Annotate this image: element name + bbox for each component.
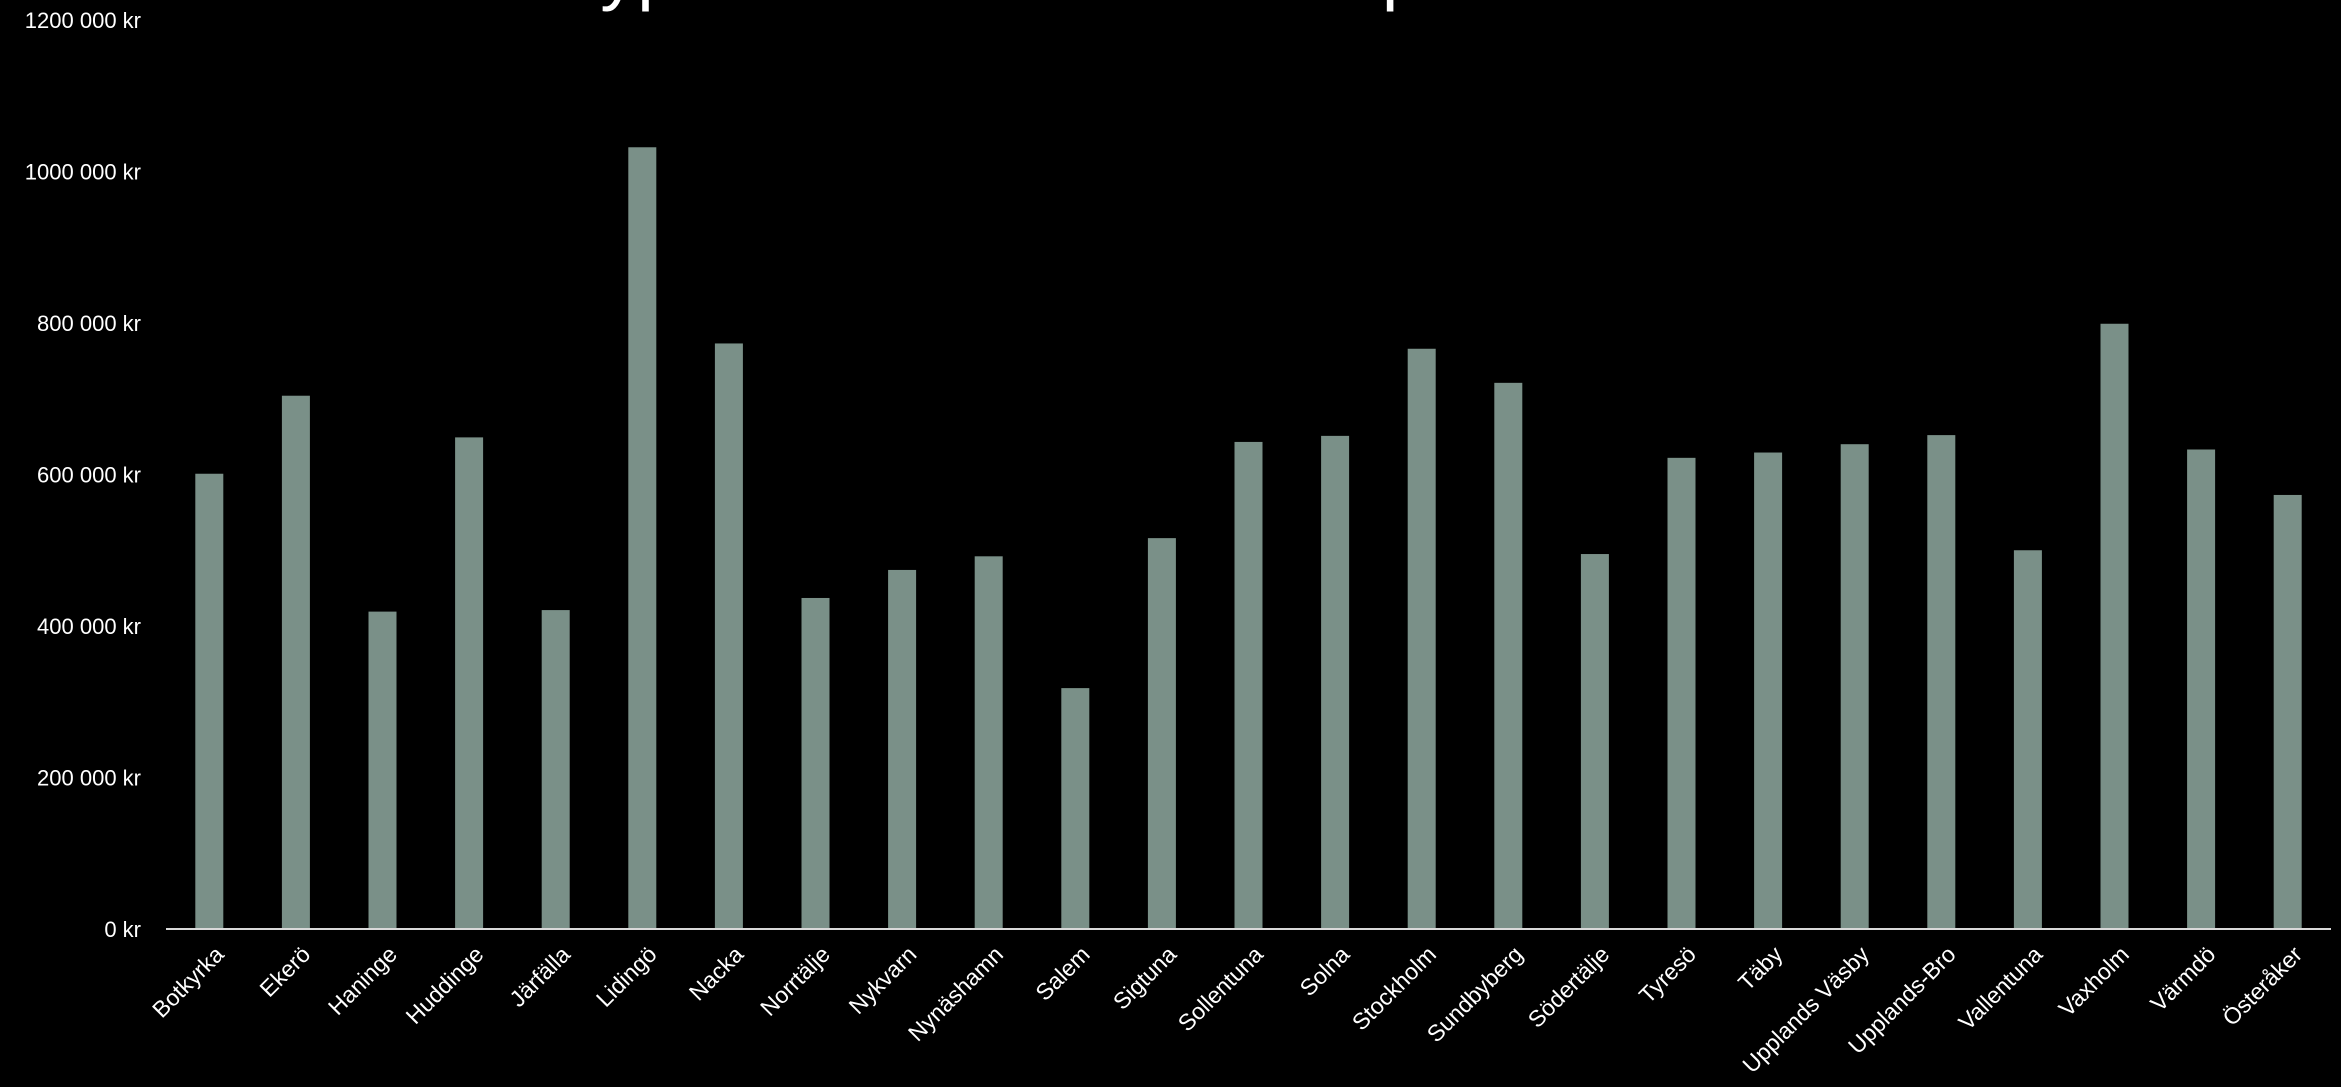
x-tick-label: Haninge xyxy=(323,941,402,1020)
bar xyxy=(1927,435,1956,929)
x-tick-label: Vallentuna xyxy=(1953,941,2047,1035)
x-tick-label: Botkyrka xyxy=(147,941,229,1023)
x-tick-label: Täby xyxy=(1733,941,1788,996)
x-tick-label: Nykvarn xyxy=(843,941,921,1019)
x-tick-label: Södertälje xyxy=(1523,941,1615,1033)
bar xyxy=(1494,382,1523,929)
bar xyxy=(281,395,310,930)
x-tick-label: Järfälla xyxy=(504,941,575,1012)
bar xyxy=(1754,452,1783,929)
bar xyxy=(714,343,743,929)
bar xyxy=(1234,441,1263,929)
x-tick-label: Norrtälje xyxy=(755,941,835,1021)
bar xyxy=(801,597,830,929)
x-tick-label: Salem xyxy=(1030,941,1094,1005)
bar xyxy=(455,437,484,929)
x-tick-label: Nacka xyxy=(684,941,749,1006)
bar xyxy=(195,473,224,929)
bar xyxy=(1840,444,1869,929)
bar xyxy=(1147,538,1176,929)
bars xyxy=(195,147,2302,930)
x-tick-label: Tyresö xyxy=(1634,941,1701,1008)
y-tick-label: 1200 000 kr xyxy=(25,8,141,33)
bar xyxy=(541,610,570,929)
bar xyxy=(2013,550,2042,929)
bar xyxy=(1407,348,1436,929)
y-tick-label: 200 000 kr xyxy=(37,766,141,791)
y-tick-label: 400 000 kr xyxy=(37,614,141,639)
y-tick-label: 1000 000 kr xyxy=(25,160,141,185)
bar xyxy=(2187,449,2216,929)
x-tick-label: Österåker xyxy=(2217,941,2307,1031)
x-tick-label: Värmdö xyxy=(2145,941,2220,1016)
y-axis-ticks: 0 kr 200 000 kr 400 000 kr 600 000 kr 800 00… xyxy=(25,8,141,942)
x-tick-label: Solna xyxy=(1295,941,1355,1001)
bar xyxy=(2273,494,2302,929)
x-tick-label: Sollentuna xyxy=(1173,941,1268,1036)
bar xyxy=(1321,435,1350,929)
bar xyxy=(628,147,657,929)
chart-title: Nyproducerade bostäder per kommun xyxy=(547,0,1793,12)
bar xyxy=(974,556,1003,929)
x-tick-label: Lidingö xyxy=(591,941,662,1012)
y-tick-label: 800 000 kr xyxy=(37,311,141,336)
x-tick-label: Stockholm xyxy=(1347,941,1441,1035)
y-tick-label: 0 kr xyxy=(104,917,141,942)
x-tick-label: Huddinge xyxy=(401,941,489,1029)
y-tick-label: 600 000 kr xyxy=(37,463,141,488)
x-tick-label: Ekerö xyxy=(254,941,315,1002)
x-tick-label: Sigtuna xyxy=(1108,941,1182,1015)
bar xyxy=(368,611,397,929)
bar xyxy=(1580,554,1609,929)
bar xyxy=(1667,457,1696,929)
x-tick-label: Vaxholm xyxy=(2053,941,2133,1021)
bar xyxy=(2100,323,2129,929)
bar xyxy=(1061,688,1090,929)
bar xyxy=(888,569,917,929)
